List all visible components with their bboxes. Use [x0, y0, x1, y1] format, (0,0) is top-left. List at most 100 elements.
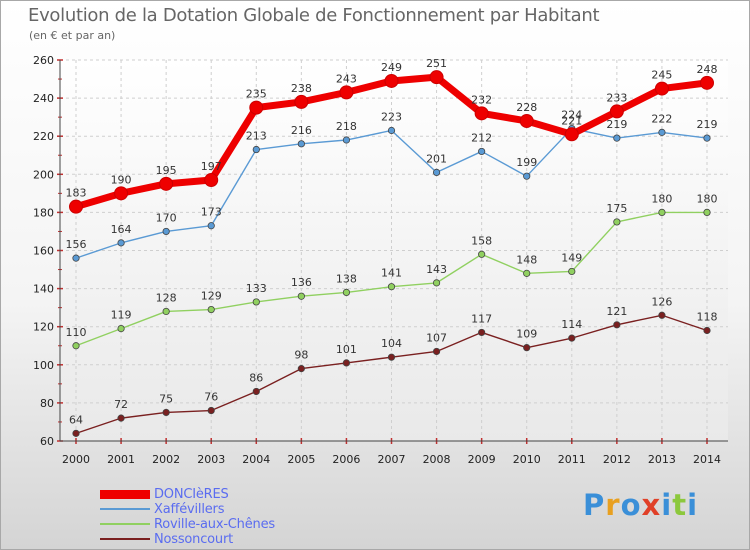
data-point [297, 140, 305, 148]
data-label: 223 [381, 110, 402, 123]
data-label: 235 [246, 88, 267, 101]
data-point [117, 239, 125, 247]
data-point [72, 254, 80, 262]
data-label: 170 [156, 211, 177, 224]
y-tick-label: 220 [33, 130, 54, 143]
data-label: 75 [159, 392, 173, 405]
data-label: 129 [201, 290, 222, 303]
legend-label: DONCIèRES [154, 486, 229, 502]
data-point [249, 100, 264, 115]
y-tick-label: 180 [33, 206, 54, 219]
data-label: 251 [426, 57, 447, 70]
data-point [117, 325, 125, 333]
data-label: 76 [204, 391, 218, 404]
data-label: 126 [651, 295, 672, 308]
data-label: 156 [66, 238, 87, 251]
logo-letter: x [641, 488, 662, 522]
data-point [72, 429, 80, 437]
legend-item: DONCIèRES [100, 487, 229, 501]
data-point [432, 168, 441, 176]
legend-swatch [100, 538, 150, 540]
logo-letter: i [687, 488, 699, 522]
data-point [339, 85, 354, 100]
data-point [523, 344, 531, 352]
chart-subtitle: (en € et par an) [29, 29, 116, 42]
data-point [703, 134, 711, 142]
y-tick-label: 100 [33, 359, 54, 372]
data-label: 104 [381, 337, 402, 350]
data-label: 86 [249, 371, 263, 384]
data-label: 149 [561, 251, 582, 264]
data-label: 98 [294, 349, 308, 362]
x-tick-label: 2006 [332, 453, 360, 466]
plot-area [60, 60, 728, 441]
data-point [658, 208, 666, 216]
x-tick-label: 2003 [197, 453, 225, 466]
logo-letter: P [583, 488, 606, 522]
data-point [342, 288, 351, 297]
data-label: 228 [516, 101, 537, 114]
data-point [564, 127, 579, 142]
x-tick-label: 2002 [152, 453, 180, 466]
data-point [207, 406, 215, 415]
data-label: 219 [606, 118, 627, 131]
data-label: 133 [246, 282, 267, 295]
data-label: 222 [651, 112, 672, 125]
data-point [252, 145, 260, 154]
x-tick-label: 2004 [242, 453, 270, 466]
legend-item: Xaffévillers [100, 502, 224, 516]
x-tick-label: 2010 [513, 453, 541, 466]
data-label: 238 [291, 82, 312, 95]
data-point [478, 328, 486, 337]
x-tick-label: 2007 [378, 453, 406, 466]
data-label: 121 [606, 305, 627, 318]
legend-swatch [100, 508, 150, 510]
x-tick-label: 2014 [693, 453, 721, 466]
data-point [474, 106, 489, 121]
data-label: 180 [651, 192, 672, 205]
logo-letter: i [661, 488, 673, 522]
data-label: 109 [516, 328, 537, 341]
data-label: 148 [516, 253, 537, 266]
data-label: 224 [561, 109, 582, 122]
logo-letter: t [672, 488, 688, 522]
data-label: 232 [471, 93, 492, 106]
chart-title: Evolution de la Dotation Globale de Fonc… [28, 5, 600, 26]
data-label: 119 [111, 309, 132, 322]
data-point [654, 81, 669, 96]
data-point [159, 176, 174, 191]
data-point [384, 73, 399, 88]
data-point [117, 414, 125, 422]
data-point [703, 208, 711, 216]
data-point [613, 218, 621, 226]
data-label: 141 [381, 267, 402, 280]
data-point [432, 279, 441, 287]
data-point [294, 94, 309, 109]
legend-label: Xaffévillers [154, 501, 225, 517]
y-tick-label: 240 [33, 92, 54, 105]
legend-item: Roville-aux-Chênes [100, 517, 275, 531]
data-point [207, 305, 215, 314]
data-label: 128 [156, 291, 177, 304]
x-tick-label: 2013 [648, 453, 676, 466]
data-label: 136 [291, 276, 312, 289]
logo-letter: r [605, 488, 621, 522]
data-point [478, 250, 486, 258]
y-tick-label: 140 [33, 283, 54, 296]
data-label: 72 [114, 398, 128, 411]
data-label: 195 [156, 164, 177, 177]
data-point [429, 70, 444, 85]
data-label: 101 [336, 343, 357, 356]
data-label: 180 [697, 192, 718, 205]
data-point [252, 298, 260, 306]
data-point [519, 113, 534, 128]
data-label: 219 [697, 118, 718, 131]
legend-swatch [100, 523, 150, 525]
data-label: 243 [336, 72, 357, 85]
data-point [700, 75, 714, 90]
data-label: 233 [606, 91, 627, 104]
x-tick-label: 2000 [62, 453, 90, 466]
data-label: 201 [426, 152, 447, 165]
y-tick-label: 200 [33, 168, 54, 181]
